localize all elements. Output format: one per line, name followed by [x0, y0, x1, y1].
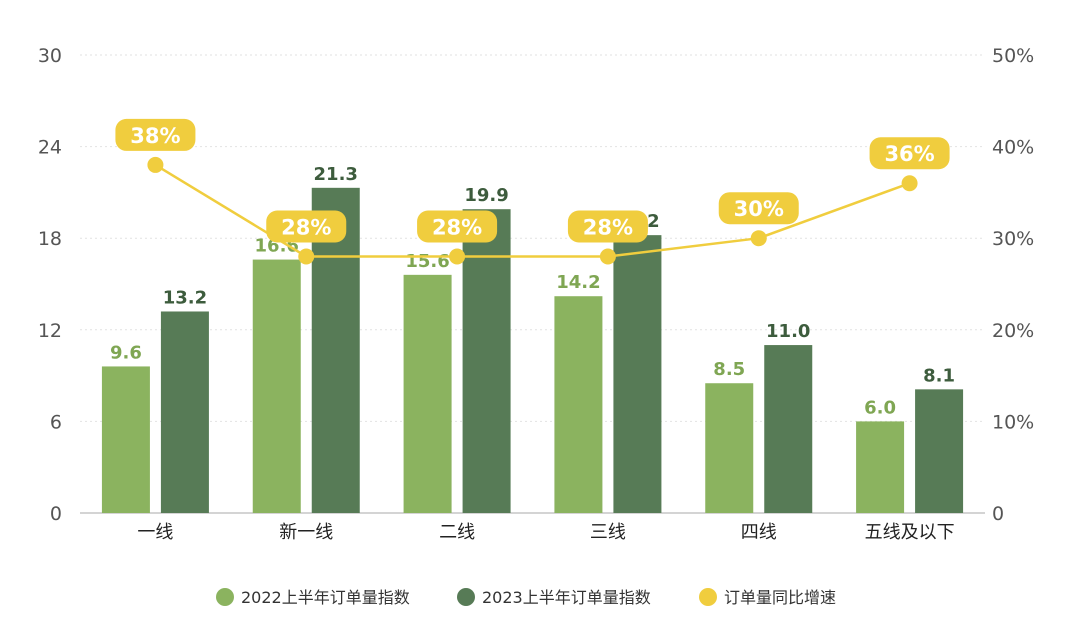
right-axis: 0 10% 20% 30% 40% 50%	[992, 45, 1034, 525]
legend-marker	[699, 588, 717, 606]
bar-2023	[160, 311, 209, 513]
bars	[101, 187, 964, 513]
y-right-tick-label: 20%	[992, 320, 1034, 342]
bar-2023	[613, 235, 662, 513]
bar-label-2023: 19.9	[464, 185, 508, 206]
growth-point	[599, 248, 616, 265]
legend-marker	[457, 588, 475, 606]
growth-label: 28%	[583, 216, 633, 240]
bar-2022	[554, 296, 603, 513]
bar-2022	[403, 274, 452, 513]
category-label: 二线	[439, 522, 475, 543]
category-labels: 一线 新一线 二线 三线 四线 五线及以下	[137, 522, 954, 543]
y-left-tick-label: 24	[38, 137, 62, 159]
growth-point	[901, 175, 918, 192]
growth-label-pill	[567, 210, 648, 243]
growth-label: 38%	[130, 124, 180, 148]
category-label: 三线	[590, 522, 626, 543]
bar-label-2023: 11.0	[766, 321, 810, 342]
bar-2023	[462, 209, 511, 513]
category-label: 五线及以下	[865, 522, 955, 543]
category-label: 四线	[741, 522, 777, 543]
bar-label-2022: 9.6	[110, 342, 142, 363]
bar-2022	[856, 421, 905, 513]
growth-label: 30%	[734, 197, 784, 221]
left-axis: 0 6 12 18 24 30	[38, 45, 62, 525]
y-left-tick-label: 12	[38, 320, 62, 342]
bar-label-2022: 8.5	[713, 359, 745, 380]
y-right-tick-label: 40%	[992, 137, 1034, 159]
y-left-tick-label: 18	[38, 228, 62, 250]
growth-label-pill	[869, 137, 950, 170]
bar-2023	[915, 389, 964, 513]
growth-label-pill	[718, 192, 799, 225]
y-left-tick-label: 0	[50, 503, 62, 525]
bar-2022	[252, 259, 301, 513]
legend-label: 订单量同比增速	[724, 588, 836, 607]
bar-2022	[705, 383, 754, 513]
bar-label-2022: 15.6	[405, 251, 449, 272]
growth-line: 38% 28% 28% 28% 30% 36%	[115, 118, 950, 265]
bar-2022	[101, 366, 150, 513]
bar-label-2023: 21.3	[314, 164, 358, 185]
legend-label: 2022上半年订单量指数	[241, 588, 410, 607]
y-right-tick-label: 30%	[992, 228, 1034, 250]
growth-label: 28%	[281, 216, 331, 240]
legend: 2022上半年订单量指数 2023上半年订单量指数 订单量同比增速	[216, 588, 836, 607]
bar-2023	[764, 345, 813, 513]
bar-label-2023: 13.2	[163, 287, 207, 308]
bar-label-2023: 8.1	[923, 365, 955, 386]
bar-label-2022: 6.0	[864, 397, 896, 418]
y-right-tick-label: 0	[992, 503, 1004, 525]
category-label: 新一线	[279, 522, 333, 543]
growth-label-pill	[417, 210, 498, 243]
growth-point	[298, 248, 315, 265]
growth-point	[449, 248, 466, 265]
growth-point	[750, 230, 767, 247]
y-right-tick-label: 10%	[992, 411, 1034, 433]
bar-label-2022: 14.2	[556, 272, 600, 293]
growth-label-pill	[115, 118, 196, 151]
y-left-tick-label: 6	[50, 411, 62, 433]
y-left-tick-label: 30	[38, 45, 62, 67]
bar-labels: 9.613.216.621.315.619.914.218.28.511.06.…	[110, 164, 955, 419]
legend-label: 2023上半年订单量指数	[482, 588, 651, 607]
growth-label: 36%	[884, 142, 934, 166]
gridlines	[80, 54, 985, 514]
y-right-tick-label: 50%	[992, 45, 1034, 67]
legend-marker	[216, 588, 234, 606]
growth-label-pill	[266, 210, 347, 243]
growth-point	[147, 156, 164, 173]
category-label: 一线	[137, 522, 173, 543]
growth-label: 28%	[432, 216, 482, 240]
